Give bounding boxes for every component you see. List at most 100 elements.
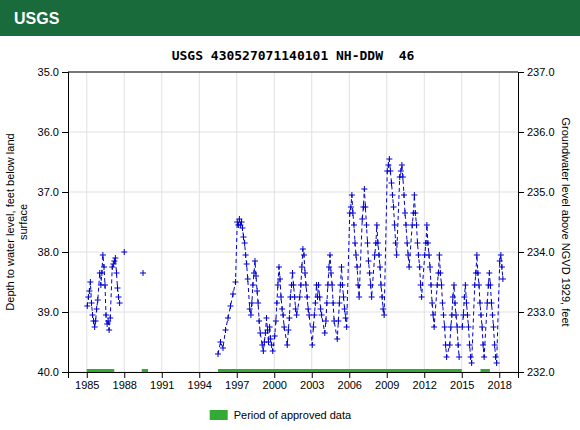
tick-label: 2009 xyxy=(375,379,399,391)
point-marker xyxy=(84,303,90,309)
point-marker xyxy=(489,300,495,306)
point-marker xyxy=(441,312,447,318)
point-marker xyxy=(279,306,285,312)
y-axis-label-line: surface xyxy=(17,204,29,240)
point-marker xyxy=(311,312,317,318)
point-marker xyxy=(350,210,356,216)
point-marker xyxy=(475,270,481,276)
point-marker xyxy=(440,300,446,306)
point-marker xyxy=(478,312,484,318)
point-marker xyxy=(94,306,100,312)
point-marker xyxy=(322,330,328,336)
tick-label: 1988 xyxy=(113,379,137,391)
point-marker xyxy=(101,264,107,270)
tick-mark xyxy=(62,192,68,193)
y-axis: 35.036.037.038.039.040.0 xyxy=(38,66,69,378)
tick-mark xyxy=(312,372,313,378)
point-marker xyxy=(401,192,407,198)
point-marker xyxy=(286,315,292,321)
point-marker xyxy=(306,312,312,318)
point-marker xyxy=(99,270,105,276)
point-marker xyxy=(377,264,383,270)
grid-line-y xyxy=(68,72,518,73)
data xyxy=(84,156,506,372)
tick-label: 2018 xyxy=(488,379,512,391)
point-marker xyxy=(248,312,254,318)
point-marker xyxy=(361,186,367,192)
tick-mark xyxy=(518,132,524,133)
point-marker xyxy=(416,252,422,258)
tick-mark xyxy=(462,372,463,378)
point-marker xyxy=(305,306,311,312)
point-marker xyxy=(245,276,251,282)
tick-label: 232.0 xyxy=(527,366,555,378)
tick-label: 2000 xyxy=(263,379,287,391)
point-marker xyxy=(454,324,460,330)
point-marker xyxy=(452,300,458,306)
point-marker xyxy=(253,273,259,279)
point-marker xyxy=(453,312,459,318)
tick-label: 237.0 xyxy=(527,66,555,78)
point-marker xyxy=(391,204,397,210)
tick-mark xyxy=(349,372,350,378)
point-marker xyxy=(365,240,371,246)
point-marker xyxy=(364,222,370,228)
point-marker xyxy=(385,162,391,168)
point-marker xyxy=(417,264,423,270)
point-marker xyxy=(257,330,263,336)
point-marker xyxy=(467,342,473,348)
point-marker xyxy=(351,222,357,228)
point-marker xyxy=(275,282,281,288)
point-marker xyxy=(374,222,380,228)
grid-line-y xyxy=(68,252,518,253)
point-marker xyxy=(497,258,503,264)
grid-line-x xyxy=(124,72,125,372)
tick-mark xyxy=(387,372,388,378)
header-text: USGS xyxy=(14,10,60,27)
point-marker xyxy=(340,282,346,288)
point-marker xyxy=(415,240,421,246)
point-marker xyxy=(349,192,355,198)
tick-mark xyxy=(87,372,88,378)
point-marker xyxy=(223,327,229,333)
point-marker xyxy=(499,264,505,270)
point-marker xyxy=(406,264,412,270)
tick-label: 233.0 xyxy=(527,306,555,318)
point-marker xyxy=(342,306,348,312)
tick-mark xyxy=(518,252,524,253)
tick-label: 236.0 xyxy=(527,126,555,138)
tick-label: 36.0 xyxy=(38,126,59,138)
point-marker xyxy=(455,342,461,348)
point-marker xyxy=(140,270,146,276)
point-marker xyxy=(477,300,483,306)
point-marker xyxy=(386,156,392,162)
point-marker xyxy=(256,318,262,324)
point-marker xyxy=(324,300,330,306)
point-marker xyxy=(329,282,335,288)
point-marker xyxy=(451,282,457,288)
point-marker xyxy=(493,354,499,360)
point-marker xyxy=(273,318,279,324)
point-marker xyxy=(268,336,274,342)
grid-line-x xyxy=(274,72,275,372)
tick-mark xyxy=(124,372,125,378)
tick: 2015 xyxy=(450,372,474,391)
title: USGS 430527071140101 NH-DDW 46 xyxy=(172,48,415,63)
plot: 1985198819911994199720002003200620092012… xyxy=(4,66,572,391)
tick-label: 39.0 xyxy=(38,306,59,318)
y-axis-label-line: Depth to water level, feet below land xyxy=(4,133,16,310)
point-marker xyxy=(450,294,456,300)
point-marker xyxy=(102,282,108,288)
point-marker xyxy=(481,354,487,360)
point-marker xyxy=(491,324,497,330)
tick-label: 38.0 xyxy=(38,246,59,258)
point-marker xyxy=(439,282,445,288)
point-marker xyxy=(272,333,278,339)
point-marker xyxy=(250,282,256,288)
point-marker xyxy=(480,342,486,348)
point-marker xyxy=(316,282,322,288)
point-marker xyxy=(459,324,465,330)
point-marker xyxy=(431,324,437,330)
point-marker xyxy=(375,240,381,246)
tick: 233.0 xyxy=(518,306,555,318)
